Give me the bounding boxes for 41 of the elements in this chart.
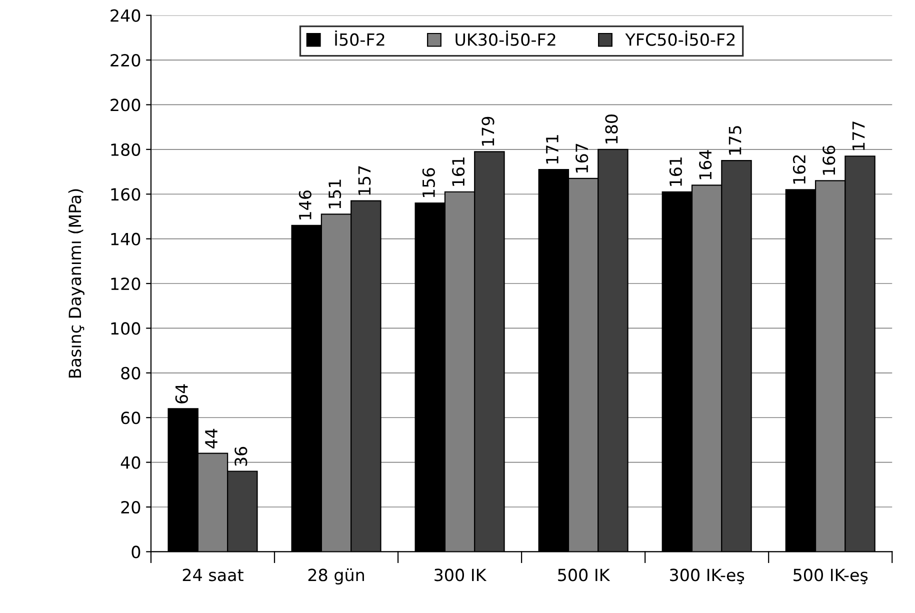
legend-label: YFC50-İ50-F2 — [625, 30, 735, 46]
y-tick-label: 220 — [110, 54, 140, 67]
x-tick-label: 300 IK-eş — [670, 568, 744, 584]
legend-label: UK30-İ50-F2 — [456, 30, 556, 46]
y-tick-label: 140 — [111, 232, 140, 246]
y-tick-label: 200 — [110, 98, 140, 112]
data-label: 161 — [669, 157, 682, 186]
data-label: 156 — [422, 168, 435, 198]
y-tick-label: 160 — [111, 188, 140, 201]
y-tick-label: 0 — [132, 546, 140, 558]
y-tick-label: 120 — [111, 277, 140, 290]
data-label: 175 — [728, 126, 742, 155]
x-tick-label: 500 IK-eş — [794, 568, 868, 584]
y-tick-label: 40 — [120, 456, 140, 469]
data-label: 179 — [482, 116, 494, 146]
x-tick-label: 300 IK — [434, 568, 487, 582]
legend-label: İ50-F2 — [335, 30, 384, 46]
y-tick-label: 100 — [111, 322, 140, 335]
y-tick-label: 240 — [110, 9, 140, 22]
data-label: 157 — [358, 166, 371, 195]
y-tick-label: 20 — [121, 500, 140, 514]
x-tick-label: 24 saat — [182, 568, 244, 582]
data-label: 164 — [699, 150, 712, 180]
y-tick-label: 180 — [111, 143, 140, 156]
data-label: 167 — [576, 144, 588, 172]
x-tick-label: 28 gün — [308, 568, 364, 584]
data-label: 161 — [452, 157, 465, 186]
data-label: 36 — [234, 446, 248, 466]
y-tick-label: 80 — [121, 366, 140, 380]
data-label: 146 — [298, 190, 312, 220]
y-tick-label: 60 — [121, 412, 140, 424]
y-axis-title: Basınç Dayanımı (MPa) — [68, 189, 84, 378]
data-label: 180 — [605, 114, 618, 144]
data-label: 166 — [822, 146, 836, 175]
data-label: 44 — [205, 428, 218, 448]
data-label: 151 — [328, 180, 342, 208]
data-label: 64 — [175, 384, 188, 404]
data-label: 171 — [546, 135, 558, 164]
data-label: 177 — [852, 122, 865, 150]
data-label: 162 — [792, 155, 806, 184]
x-tick-label: 500 IK — [558, 568, 610, 582]
